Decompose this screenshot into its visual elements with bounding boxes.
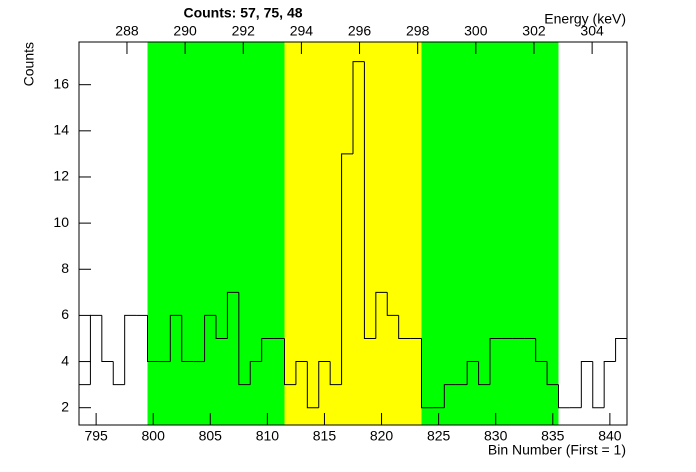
top-x-tick-label: 300: [464, 23, 488, 39]
top-x-tick-label: 292: [232, 23, 256, 39]
x-tick-label: 835: [541, 428, 565, 444]
y-tick-label: 2: [61, 398, 69, 414]
y-tick-label: 16: [53, 75, 69, 91]
histogram-bin: [580, 361, 593, 408]
histogram-bin: [489, 337, 502, 385]
y-axis-label: Counts: [21, 42, 37, 86]
histogram-bin: [249, 361, 262, 385]
histogram-bin: [535, 338, 548, 363]
region-band: [147, 42, 285, 425]
y-tick-label: 14: [53, 122, 69, 138]
x-tick-label: 810: [256, 428, 280, 444]
x-tick-label: 820: [370, 428, 394, 444]
histogram-bin: [181, 315, 194, 363]
y-tick-label: 6: [61, 306, 69, 322]
x-tick-label: 840: [598, 428, 622, 444]
y-tick-label: 10: [53, 214, 69, 230]
x-axis-label: Bin Number (First = 1): [488, 442, 626, 458]
histogram-bin: [284, 338, 296, 386]
x-tick-label: 825: [427, 428, 451, 444]
x-tick-label: 795: [84, 428, 108, 444]
top-x-tick-label: 298: [406, 23, 430, 39]
histogram-bin: [306, 361, 319, 409]
top-x-tick-label: 294: [290, 23, 314, 39]
chart-title: Counts: 57, 75, 48: [183, 5, 302, 21]
top-x-tick-label: 304: [580, 23, 604, 39]
histogram-bin: [603, 361, 616, 408]
y-tick-label: 8: [61, 260, 69, 276]
top-axis-label: Energy (keV): [544, 11, 626, 27]
histogram-bin: [318, 361, 331, 408]
histogram-bin: [592, 361, 605, 409]
y-tick-label: 12: [53, 168, 69, 184]
histogram-bin: [147, 315, 159, 363]
x-tick-label: 800: [142, 428, 166, 444]
x-tick-label: 815: [313, 428, 337, 444]
histogram-bin: [398, 315, 411, 339]
histogram-bin: [112, 361, 125, 386]
histogram-bin: [375, 291, 388, 339]
top-x-tick-label: 296: [348, 23, 372, 39]
histogram-bin: [169, 314, 182, 362]
histogram-bin: [261, 337, 274, 362]
histogram-bin: [466, 361, 479, 385]
histogram-bin: [478, 361, 490, 386]
histogram-bin: [421, 338, 433, 409]
histogram-bin: [101, 315, 114, 363]
histogram-bin: [443, 384, 456, 408]
plot-frame: [78, 41, 628, 426]
top-x-tick-label: 288: [115, 23, 139, 39]
histogram-bin: [546, 361, 559, 386]
histogram-bin: [341, 153, 353, 385]
histogram-bin: [226, 291, 239, 339]
y-tick-label: 4: [61, 352, 69, 368]
histogram-bin: [329, 361, 342, 386]
histogram-bin: [124, 314, 137, 385]
histogram-bin: [386, 292, 399, 316]
histogram-bin: [204, 314, 216, 362]
histogram-bin: [295, 361, 308, 385]
histogram-bin: [78, 384, 91, 425]
top-x-tick-label: 290: [173, 23, 197, 39]
histogram-bin: [215, 315, 228, 339]
histogram-bin: [558, 384, 570, 409]
histogram-bin: [363, 61, 376, 339]
x-tick-label: 805: [199, 428, 223, 444]
histogram-bin: [89, 314, 102, 385]
histogram-bin: [238, 292, 251, 386]
histogram-bin: [615, 337, 628, 425]
top-x-tick-label: 302: [522, 23, 546, 39]
x-tick-label: 830: [484, 428, 508, 444]
histogram-bin: [352, 61, 365, 154]
